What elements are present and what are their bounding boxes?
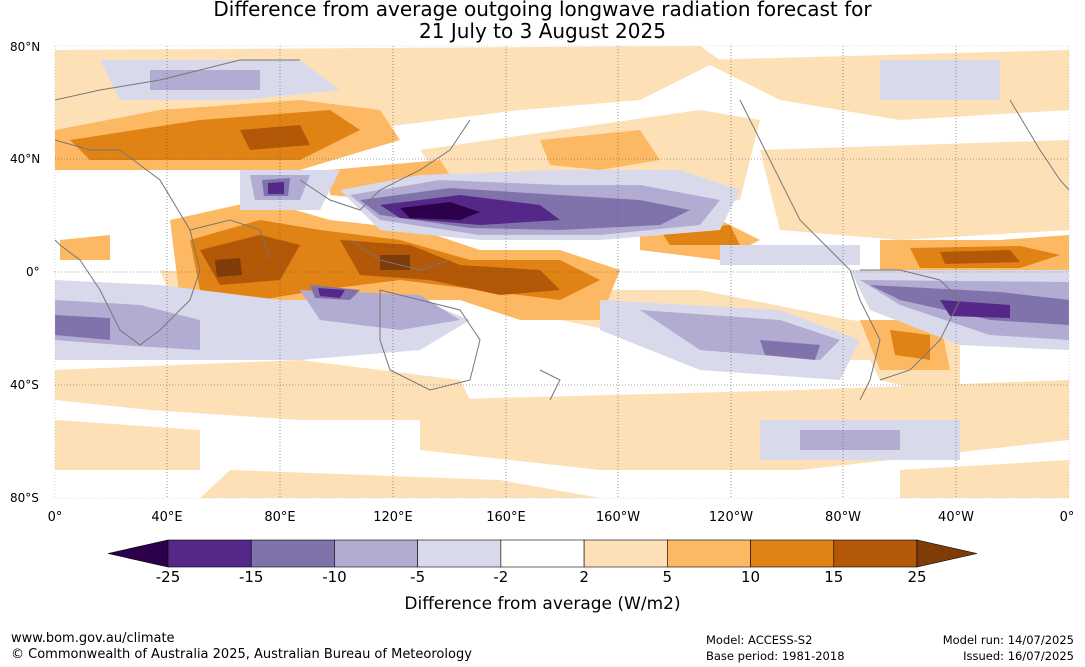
footer-copyright: © Commonwealth of Australia 2025, Austra…: [11, 647, 472, 662]
lon-label-80e: 80°E: [264, 510, 296, 525]
footer-website: www.bom.gov.au/climate: [11, 631, 175, 646]
lon-label-120w: 120°W: [708, 510, 754, 525]
coastlines: [55, 59, 1069, 401]
graticule: [55, 46, 1069, 498]
colorbar-arrow-low: [107, 539, 169, 568]
colorbar-tick-label: -25: [155, 568, 181, 586]
lon-label-40w: 40°W: [938, 510, 974, 525]
colorbar-segment: [667, 539, 751, 568]
footer-issued: Issued: 16/07/2025: [963, 649, 1074, 663]
footer-model-run: Model run: 14/07/2025: [942, 633, 1074, 647]
colorbar-segment: [250, 539, 335, 568]
lat-label-equator: 0°: [26, 265, 40, 279]
lat-label-80s: 80°S: [10, 491, 39, 505]
colorbar-tick-label: -10: [322, 568, 347, 586]
colorbar-segment: [167, 539, 252, 568]
colorbar-segment: [750, 539, 835, 568]
colorbar-arrow-high: [916, 539, 978, 568]
lon-label-0: 0°: [47, 510, 63, 525]
lat-label-40s: 40°S: [10, 378, 39, 392]
colorbar-segment: [583, 539, 668, 568]
colorbar-segment: [500, 539, 585, 568]
colorbar-segment: [417, 539, 502, 568]
lon-label-160e: 160°E: [486, 510, 526, 525]
colorbar-tick-label: 5: [662, 568, 673, 586]
colorbar-tick-label: 15: [824, 568, 844, 586]
colorbar-label: Difference from average (W/m2): [404, 594, 681, 614]
colorbar-tick-label: 2: [579, 568, 589, 586]
lon-label-120e: 120°E: [373, 510, 413, 525]
colorbar-tick-label: -2: [493, 568, 509, 586]
lon-label-40e: 40°E: [151, 510, 183, 525]
colorbar-segment: [334, 539, 418, 568]
footer-base-period: Base period: 1981-2018: [706, 649, 845, 663]
colorbar-tick-label: -5: [410, 568, 426, 586]
lat-label-80n: 80°N: [10, 40, 41, 54]
colorbar-segment: [833, 539, 918, 568]
anomaly-shading: [55, 46, 1069, 498]
colorbar-tick-label: -15: [238, 568, 264, 586]
colorbar-tick-label: 10: [741, 568, 761, 586]
footer-model: Model: ACCESS-S2: [706, 633, 813, 647]
map-title-line1: Difference from average outgoing longwav…: [213, 0, 872, 21]
lon-label-160w: 160°W: [595, 510, 641, 525]
lat-label-40n: 40°N: [10, 152, 41, 166]
colorbar: [107, 539, 978, 568]
colorbar-tick-label: 25: [907, 568, 927, 586]
lon-label-80w: 80°W: [825, 510, 861, 525]
map-frame: [54, 45, 1070, 499]
map-title-line2: 21 July to 3 August 2025: [419, 19, 666, 43]
lon-label-0-east: 0°: [1059, 510, 1075, 525]
